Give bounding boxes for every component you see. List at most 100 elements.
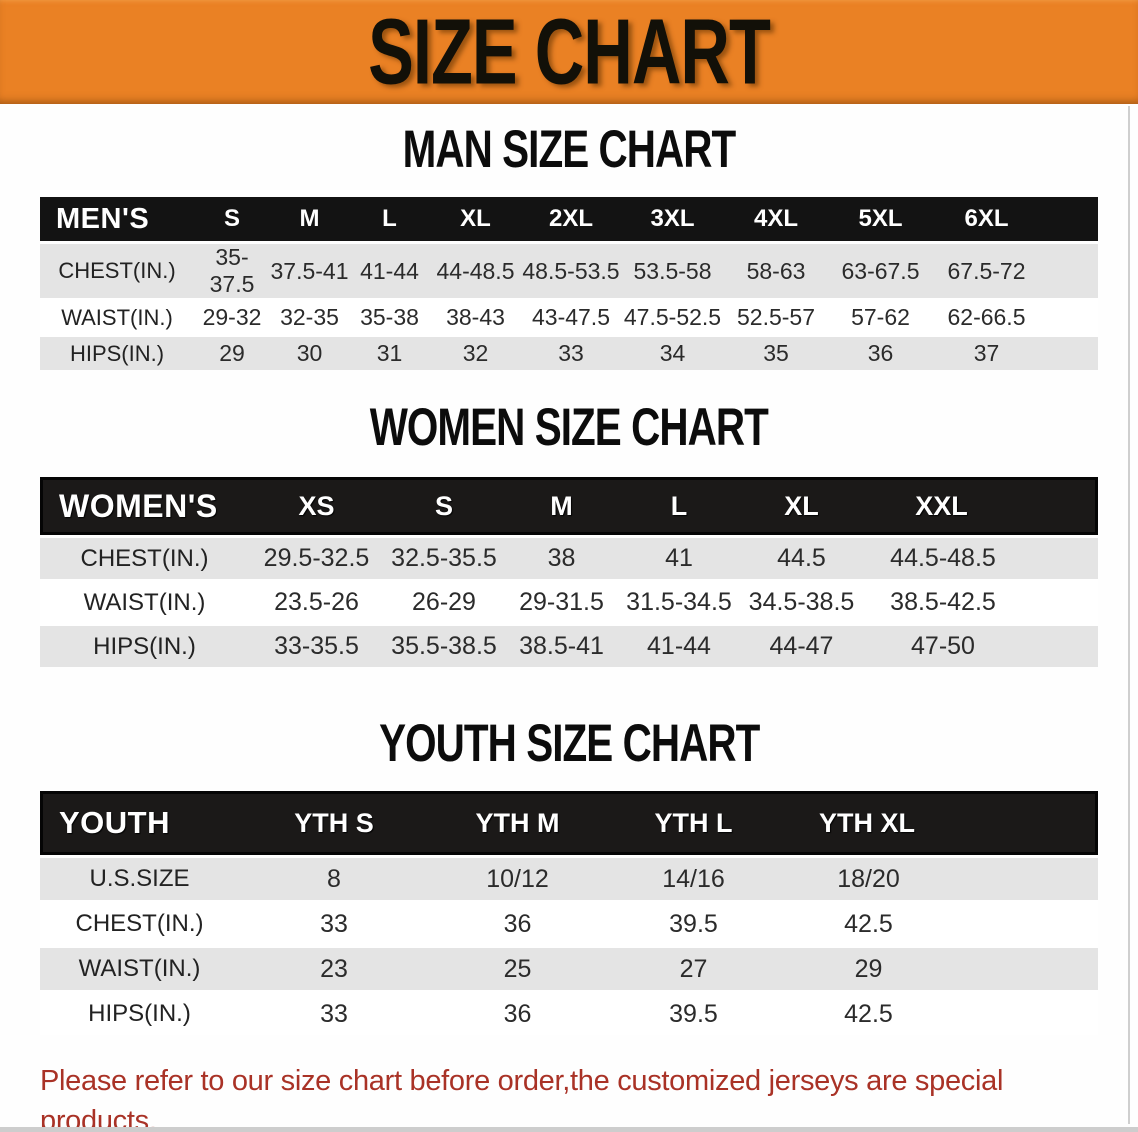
size-value: 26-29 — [384, 579, 504, 623]
womens-hips-row: HIPS(IN.) 33-35.5 35.5-38.5 38.5-41 41-4… — [40, 623, 1098, 667]
size-value: 29-32 — [194, 298, 270, 334]
youth-size-table: YOUTH YTH S YTH M YTH L YTH XL U.S.SIZE … — [40, 791, 1098, 1035]
size-value: 36 — [429, 900, 606, 945]
womens-col-header: S — [384, 477, 504, 535]
man-size-chart-heading-text: MAN SIZE CHART — [402, 120, 737, 180]
size-value: 37 — [933, 334, 1098, 370]
mens-col-header: 3XL — [650, 205, 695, 232]
size-value: 23.5-26 — [249, 579, 384, 623]
size-value: 37.5-41 — [270, 241, 349, 298]
disclaimer-line-1: Please refer to our size chart before or… — [40, 1065, 1004, 1132]
size-value: 27 — [606, 945, 781, 990]
mens-col-header: 4XL — [753, 205, 798, 232]
womens-table-title: WOMEN'S — [40, 477, 249, 535]
size-value: 38.5-41 — [504, 623, 619, 667]
size-value: 30 — [270, 334, 349, 370]
size-value: 44-47 — [739, 623, 864, 667]
row-label: WAIST(IN.) — [40, 579, 249, 623]
size-value: 29.5-32.5 — [249, 535, 384, 579]
womens-col-header: XL — [739, 477, 864, 535]
size-value: 10/12 — [429, 855, 606, 900]
mens-col-header: L — [382, 205, 397, 232]
size-value: 48.5-53.5 — [521, 241, 621, 298]
size-value: 52.5-57 — [724, 298, 828, 334]
size-value: 44-48.5 — [430, 241, 521, 298]
mens-hips-row: HIPS(IN.) 29 30 31 32 33 34 35 36 37 — [40, 334, 1098, 370]
youth-col-header: YTH XL — [781, 791, 1098, 855]
size-value: 41-44 — [619, 623, 739, 667]
row-label: WAIST(IN.) — [40, 298, 194, 334]
mens-col-header: 2XL — [548, 205, 593, 232]
size-value: 35-38 — [349, 298, 430, 334]
women-size-chart-heading: WOMEN SIZE CHART — [0, 399, 1138, 458]
size-value: 31 — [349, 334, 430, 370]
womens-col-header: M — [504, 477, 619, 535]
mens-table-title: MEN'S — [56, 202, 150, 235]
womens-header-row: WOMEN'S XS S M L XL XXL — [40, 477, 1098, 535]
disclaimer: Please refer to our size chart before or… — [40, 1061, 1102, 1132]
size-value: 33 — [239, 900, 429, 945]
size-value: 23 — [239, 945, 429, 990]
size-value: 41 — [619, 535, 739, 579]
size-value: 62-66.5 — [933, 298, 1098, 334]
mens-col-header: 5XL — [858, 205, 903, 232]
photo-edge-bottom — [0, 1127, 1138, 1132]
mens-waist-row: WAIST(IN.) 29-32 32-35 35-38 38-43 43-47… — [40, 298, 1098, 334]
size-value: 33 — [239, 990, 429, 1035]
size-value: 35.5-38.5 — [384, 623, 504, 667]
row-label: CHEST(IN.) — [40, 241, 194, 298]
womens-chest-row: CHEST(IN.) 29.5-32.5 32.5-35.5 38 41 44.… — [40, 535, 1098, 579]
size-value: 57-62 — [828, 298, 933, 334]
size-value: 38 — [504, 535, 619, 579]
womens-col-header: L — [619, 477, 739, 535]
mens-col-header: M — [299, 205, 320, 232]
youth-chest-row: CHEST(IN.) 33 36 39.5 42.5 — [40, 900, 1098, 945]
youth-ussize-row: U.S.SIZE 8 10/12 14/16 18/20 — [40, 855, 1098, 900]
size-value: 29 — [781, 945, 1098, 990]
size-value: 42.5 — [781, 990, 1098, 1035]
row-label: HIPS(IN.) — [40, 990, 239, 1035]
row-label: WAIST(IN.) — [40, 945, 239, 990]
youth-col-header: YTH M — [429, 791, 606, 855]
size-chart-banner: SIZE CHART — [0, 0, 1138, 104]
row-label: U.S.SIZE — [40, 855, 239, 900]
size-value: 34 — [621, 334, 724, 370]
size-value: 29-31.5 — [504, 579, 619, 623]
mens-col-header: 6XL — [964, 205, 1009, 232]
size-value: 44.5-48.5 — [864, 535, 1098, 579]
youth-size-chart-heading: YOUTH SIZE CHART — [0, 715, 1138, 774]
mens-col-header: XL — [460, 205, 491, 232]
size-value: 18/20 — [781, 855, 1098, 900]
size-value: 34.5-38.5 — [739, 579, 864, 623]
womens-col-header: XXL — [864, 477, 1098, 535]
mens-chest-row: CHEST(IN.) 35-37.5 37.5-41 41-44 44-48.5… — [40, 241, 1098, 298]
youth-table-title: YOUTH — [40, 791, 239, 855]
size-value: 63-67.5 — [828, 241, 933, 298]
row-label: CHEST(IN.) — [40, 535, 249, 579]
size-value: 47.5-52.5 — [621, 298, 724, 334]
youth-waist-row: WAIST(IN.) 23 25 27 29 — [40, 945, 1098, 990]
womens-waist-row: WAIST(IN.) 23.5-26 26-29 29-31.5 31.5-34… — [40, 579, 1098, 623]
man-size-chart-heading: MAN SIZE CHART — [0, 121, 1138, 180]
row-label: HIPS(IN.) — [40, 334, 194, 370]
mens-col-header: S — [223, 205, 240, 232]
photo-edge-right — [1128, 106, 1130, 1124]
size-value: 25 — [429, 945, 606, 990]
women-size-chart-heading-text: WOMEN SIZE CHART — [369, 398, 769, 458]
size-value: 32.5-35.5 — [384, 535, 504, 579]
size-value: 41-44 — [349, 241, 430, 298]
womens-size-table: WOMEN'S XS S M L XL XXL CHEST(IN.) 29.5-… — [40, 477, 1098, 667]
size-value: 47-50 — [864, 623, 1098, 667]
row-label: HIPS(IN.) — [40, 623, 249, 667]
size-value: 44.5 — [739, 535, 864, 579]
size-value: 32 — [430, 334, 521, 370]
row-label: CHEST(IN.) — [40, 900, 239, 945]
size-value: 29 — [194, 334, 270, 370]
mens-size-table: MEN'S S M L XL 2XL 3XL 4XL 5XL 6XL CHEST… — [40, 197, 1098, 370]
youth-col-header: YTH L — [606, 791, 781, 855]
size-value: 39.5 — [606, 900, 781, 945]
size-value: 38-43 — [430, 298, 521, 334]
size-value: 39.5 — [606, 990, 781, 1035]
size-value: 53.5-58 — [621, 241, 724, 298]
